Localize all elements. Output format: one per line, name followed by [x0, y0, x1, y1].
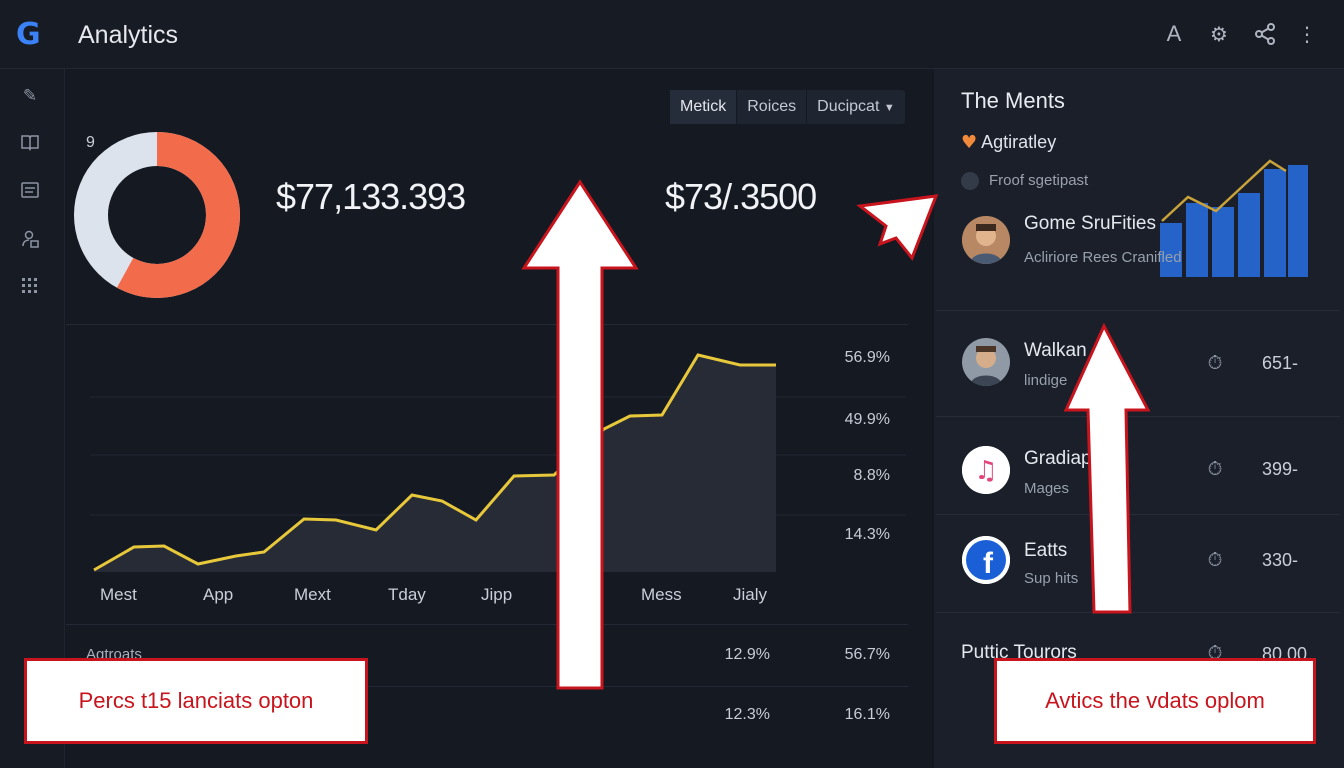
area-chart: [90, 353, 906, 572]
legend-label: Agtiratley: [981, 132, 1057, 152]
x-axis-label: Mext: [294, 585, 331, 604]
grid-icon[interactable]: [18, 277, 42, 301]
donut-segment: [74, 132, 240, 298]
list-item-subtitle: Sup hits: [1024, 570, 1079, 587]
image-icon[interactable]: [18, 180, 42, 204]
svg-text:f: f: [983, 547, 994, 580]
x-axis-label: Mess: [641, 585, 682, 604]
table-cell: 56.7%: [844, 646, 890, 663]
x-axis-label: Tday: [388, 585, 426, 604]
callout-right: Avtics the vdats oplom: [994, 658, 1316, 744]
table-cell: 12.9%: [724, 646, 770, 663]
x-axis-label: Jialy: [733, 585, 768, 604]
x-axis-label: Jipp: [481, 585, 513, 604]
list-item-subtitle: lindige: [1024, 372, 1068, 389]
gear-icon[interactable]: ⚙: [1210, 22, 1228, 46]
list-item-value: 399-: [1262, 459, 1299, 479]
table-divider: [66, 624, 908, 625]
list-divider: [936, 612, 1340, 613]
segmented-control: Metick Roices Ducipcat ▼: [670, 90, 905, 124]
timer-icon[interactable]: ⏱: [1207, 352, 1223, 374]
bar: [1238, 193, 1260, 277]
timer-icon[interactable]: ⏱: [1207, 549, 1223, 571]
bar: [1186, 203, 1208, 277]
list-divider: [936, 416, 1340, 417]
share-icon[interactable]: [1253, 22, 1277, 46]
table-divider: [66, 686, 908, 687]
avatar[interactable]: [962, 216, 1010, 264]
summary-value-2: $73/.3500: [665, 176, 817, 217]
seg-option-label: Ducipcat: [817, 98, 880, 115]
list-item-value: 330-: [1262, 550, 1299, 570]
font-icon[interactable]: A: [1166, 21, 1182, 46]
right-panel-title: The Ments: [961, 88, 1065, 113]
featured-subtitle: Acliriore Rees Cranifled: [1024, 249, 1182, 266]
svg-text:♫: ♫: [974, 456, 997, 486]
seg-option-metick[interactable]: Metick: [670, 90, 738, 124]
summary-value-1: $77,133.393: [276, 176, 466, 217]
percent-label: 49.9%: [844, 411, 890, 428]
percent-label: 8.8%: [853, 467, 890, 484]
pen-icon[interactable]: ✎: [22, 86, 38, 106]
book-icon[interactable]: [18, 132, 42, 156]
callout-left: Percs t15 lanciats opton: [24, 658, 368, 744]
arrow-up-icon: [521, 179, 639, 690]
app-logo[interactable]: G: [16, 17, 41, 52]
list-item-title[interactable]: Eatts: [1024, 540, 1068, 561]
donut-label: 9: [86, 134, 95, 151]
percent-label: 14.3%: [844, 526, 890, 543]
table-cell: 16.1%: [844, 706, 890, 723]
dot-icon: [961, 172, 979, 191]
bar: [1212, 207, 1234, 277]
app-title: Analytics: [78, 21, 179, 49]
timer-icon[interactable]: ⏱: [1207, 458, 1223, 480]
chevron-down-icon: ▼: [883, 102, 895, 114]
mini-trend-line: [1161, 159, 1287, 222]
list-item-title[interactable]: Walkan: [1024, 340, 1087, 361]
bar: [1288, 165, 1308, 277]
sidebar: [0, 69, 65, 768]
area-fill: [94, 355, 776, 572]
table-cell: 12.3%: [724, 706, 770, 723]
arrow-left-icon: [856, 194, 939, 261]
legend-label: Froof sgetipast: [989, 172, 1089, 189]
x-axis-label: Mest: [100, 585, 137, 604]
heart-icon: ♥: [961, 132, 978, 153]
list-divider: [936, 310, 1340, 311]
mini-bar-chart: [1160, 159, 1308, 277]
list-item-value: 651-: [1262, 353, 1299, 373]
list-item-subtitle: Mages: [1024, 480, 1070, 497]
list-item-title[interactable]: Gradiap: [1024, 448, 1092, 469]
legend-item: ♥ Agtiratley: [961, 132, 1056, 153]
facebook-icon[interactable]: f: [962, 536, 1010, 584]
user-lock-icon[interactable]: [18, 229, 42, 253]
seg-option-ducipcat[interactable]: Ducipcat ▼: [807, 90, 905, 124]
bar: [1160, 223, 1182, 277]
arrow-up-icon: [1063, 322, 1151, 614]
bar: [1264, 169, 1286, 277]
x-axis-label: App: [203, 585, 234, 604]
top-bar: [0, 0, 1344, 69]
chart-top-divider: [66, 324, 908, 325]
list-item-title[interactable]: Puttic Tourors: [961, 642, 1077, 663]
donut-chart: [74, 132, 240, 298]
more-vertical-icon[interactable]: ⋮: [1297, 22, 1317, 46]
list-divider: [936, 514, 1340, 515]
trend-line: [93, 353, 776, 572]
music-app-icon[interactable]: ♫: [962, 446, 1010, 494]
featured-title[interactable]: Gome SruFities: [1024, 213, 1156, 234]
avatar[interactable]: [962, 338, 1010, 386]
legend-item: Froof sgetipast: [961, 172, 1089, 191]
percent-label: 56.9%: [844, 349, 890, 366]
seg-option-roices[interactable]: Roices: [737, 90, 808, 124]
